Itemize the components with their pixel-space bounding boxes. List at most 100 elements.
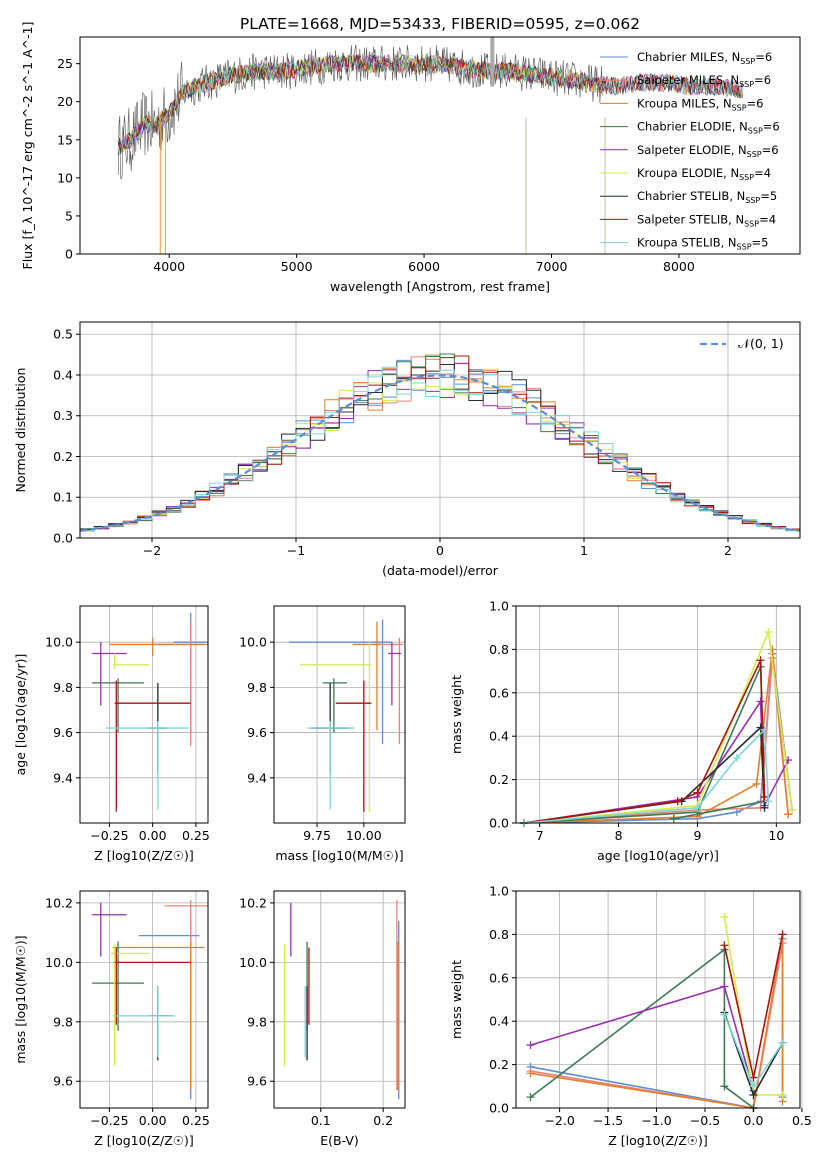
y-tick-label: 0.4 — [53, 367, 73, 382]
y-tick-label: 9.6 — [53, 1074, 73, 1089]
x-tick-label: 7000 — [536, 259, 568, 274]
weight-point-marker — [720, 913, 729, 922]
legend-subscript: SSP — [748, 127, 763, 136]
chart-mass-vs-ebv: 0.1 0.2 9.6 9.8 10.0 10.2 E(B-V) — [239, 890, 406, 1148]
x-tick-label: −0.25 — [90, 1113, 128, 1128]
legend-nssp: =6 — [762, 143, 779, 157]
chart-residuals: −2 −1 0 1 2 0.0 0.1 0.2 0.3 0.4 0.5 (data-model)/er… — [13, 321, 801, 578]
y-axis-label: age [log10(age/yr)] — [13, 654, 28, 776]
legend-nssp: =6 — [754, 73, 771, 87]
model-spectrum-line — [117, 53, 744, 155]
y-tick-label: 10.2 — [45, 895, 73, 910]
chart-weight-vs-age: 7 8 9 10 0.0 0.2 0.4 0.6 0.8 1.0 age [log10(age/yr… — [449, 599, 801, 863]
y-axis-label: mass weight — [449, 960, 464, 1039]
y-tick-label: 10 — [57, 170, 73, 185]
x-axis-label: Z [log10(Z/Z☉)] — [608, 1133, 708, 1148]
weight-point-marker — [720, 1082, 729, 1091]
axes-frame — [79, 605, 209, 824]
weight-point-marker — [526, 1041, 535, 1050]
x-tick-label: 0.2 — [373, 1113, 393, 1128]
y-tick-label: 0.5 — [53, 327, 73, 342]
weight-point-marker — [764, 628, 773, 637]
weight-point-marker — [749, 1082, 758, 1091]
legend-nssp: =5 — [760, 189, 777, 203]
legend-label: Kroupa MILES, NSSP=6 — [637, 96, 763, 112]
y-tick-label: 9.8 — [247, 1014, 267, 1029]
residual-histogram-step — [80, 366, 800, 532]
y-tick-label: 0 — [65, 247, 73, 262]
legend-subscript: SSP — [747, 150, 762, 159]
spectrum-spike — [490, 37, 495, 87]
x-tick-label: 2 — [724, 543, 732, 558]
axes-frame — [79, 890, 209, 1109]
x-tick-label: 8000 — [663, 259, 695, 274]
weight-point-marker — [720, 982, 729, 991]
legend-subscript: SSP — [737, 243, 752, 252]
y-tick-label: 0.0 — [53, 531, 73, 546]
y-tick-label: 15 — [57, 132, 73, 147]
x-tick-label: 10.00 — [346, 828, 382, 843]
x-tick-label: 0.5 — [792, 1113, 812, 1128]
x-tick-label: 7 — [536, 828, 544, 843]
y-tick-label: 1.0 — [489, 599, 509, 614]
x-axis-label: wavelength [Angstrom, rest frame] — [330, 279, 550, 294]
weight-series-line — [530, 985, 755, 1091]
x-axis-label: Z [log10(Z/Z☉)] — [94, 1133, 194, 1148]
chart-weight-vs-Z: −2.0 −1.5 −1.0 −0.5 0.0 0.5 0.0 0.2 0.4 0.6 0.8 1.0… — [449, 884, 812, 1149]
y-tick-label: 0.2 — [53, 449, 73, 464]
axes-frame — [273, 605, 406, 824]
chart-mass-vs-Z: −0.25 0.00 0.25 9.6 9.8 10.0 10.2 Z [log10(Z/Z☉… — [13, 890, 210, 1148]
y-tick-label: 9.8 — [53, 1014, 73, 1029]
y-tick-label: 0.4 — [489, 729, 509, 744]
weight-point-marker — [526, 1093, 535, 1102]
y-tick-label: 0.0 — [489, 1101, 509, 1116]
x-axis-label: Z [log10(Z/Z☉)] — [94, 848, 194, 863]
y-tick-label: 10.0 — [239, 635, 267, 650]
x-tick-label: 9.75 — [303, 828, 331, 843]
y-axis-label: Flux [f_λ 10^-17 erg cm^-2 s^-1 A^-1] — [20, 22, 35, 270]
weight-point-marker — [760, 803, 769, 812]
x-axis-label: E(B-V) — [320, 1133, 359, 1148]
legend-label: Kroupa ELODIE, NSSP=4 — [637, 166, 771, 182]
weight-point-marker — [784, 810, 793, 819]
legend-nssp: =4 — [759, 212, 776, 226]
x-tick-label: 10 — [768, 828, 784, 843]
weight-point-marker — [526, 1069, 535, 1078]
y-tick-label: 0.8 — [489, 642, 509, 657]
x-tick-label: −1.0 — [641, 1113, 671, 1128]
y-tick-label: 10.0 — [45, 955, 73, 970]
y-tick-label: 0.3 — [53, 408, 73, 423]
legend-subscript: SSP — [744, 219, 759, 228]
x-tick-label: −1 — [287, 543, 305, 558]
weight-point-marker — [732, 808, 741, 817]
chart-age-vs-Z: −0.25 0.00 0.25 9.4 9.6 9.8 10.0 Z [log10(Z/Z☉)… — [13, 605, 210, 863]
legend-label: Salpeter STELIB, NSSP=4 — [637, 212, 776, 228]
y-tick-label: 0.2 — [489, 1057, 509, 1072]
weight-point-marker — [693, 788, 702, 797]
y-tick-label: 1.0 — [489, 884, 509, 899]
legend-nssp: =6 — [763, 120, 780, 134]
legend-subscript: SSP — [740, 57, 755, 66]
weight-series-line — [523, 658, 789, 824]
legend-subscript: SSP — [739, 173, 754, 182]
weight-point-marker — [669, 814, 678, 823]
y-axis-label: mass [log10(M/M☉)] — [13, 935, 28, 1063]
x-axis-label: (data-model)/error — [382, 563, 499, 578]
legend-nssp: =4 — [754, 166, 771, 180]
y-tick-label: 9.4 — [247, 770, 267, 785]
x-tick-label: 1 — [580, 543, 588, 558]
y-tick-label: 9.6 — [53, 725, 73, 740]
x-tick-label: 0.00 — [139, 828, 167, 843]
weight-point-marker — [760, 792, 769, 801]
legend-nssp: =6 — [755, 50, 772, 64]
y-tick-label: 0.8 — [489, 927, 509, 942]
y-axis-label: mass weight — [449, 675, 464, 754]
weight-point-marker — [778, 1038, 787, 1047]
legend-label: Chabrier MILES, NSSP=6 — [637, 50, 772, 66]
y-tick-label: 9.6 — [247, 1074, 267, 1089]
x-tick-label: 0 — [436, 543, 444, 558]
x-tick-label: 0.0 — [744, 1113, 764, 1128]
y-tick-label: 0.4 — [489, 1014, 509, 1029]
legend-label: Salpeter MILES, NSSP=6 — [637, 73, 771, 89]
